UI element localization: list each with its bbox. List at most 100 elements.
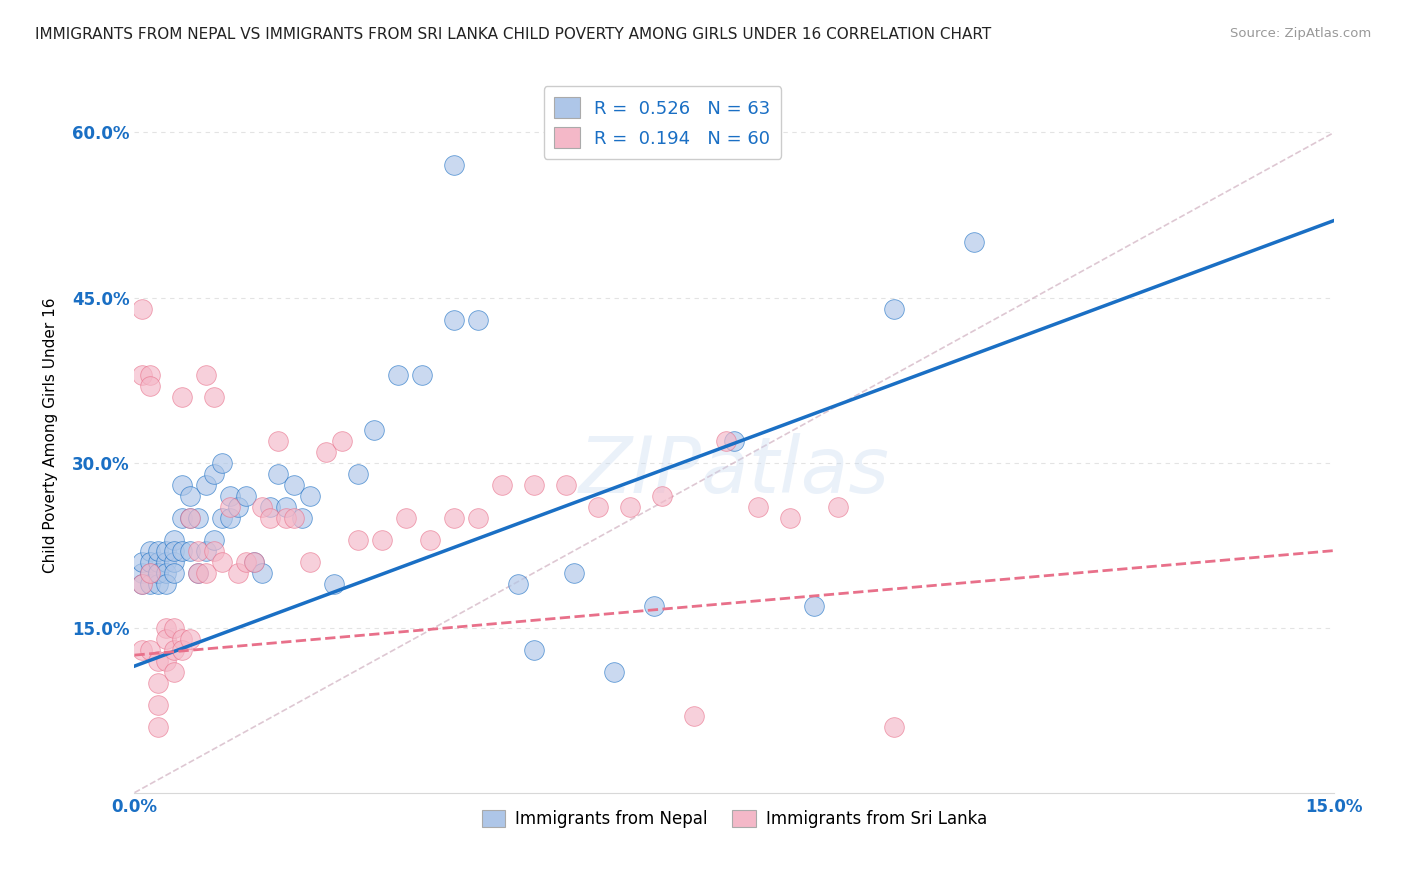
Point	[131, 642, 153, 657]
Point	[363, 423, 385, 437]
Point	[243, 555, 266, 569]
Point	[155, 555, 177, 569]
Point	[179, 510, 201, 524]
Point	[619, 500, 641, 514]
Point	[195, 477, 218, 491]
Point	[187, 510, 209, 524]
Point	[523, 642, 546, 657]
Point	[228, 500, 250, 514]
Legend: Immigrants from Nepal, Immigrants from Sri Lanka: Immigrants from Nepal, Immigrants from S…	[475, 803, 994, 834]
Point	[155, 621, 177, 635]
Point	[131, 576, 153, 591]
Point	[172, 632, 194, 646]
Point	[276, 500, 298, 514]
Point	[163, 533, 186, 547]
Point	[803, 599, 825, 613]
Point	[187, 566, 209, 580]
Point	[179, 632, 201, 646]
Point	[588, 500, 610, 514]
Point	[267, 467, 290, 481]
Text: Source: ZipAtlas.com: Source: ZipAtlas.com	[1230, 27, 1371, 40]
Point	[259, 500, 281, 514]
Point	[508, 576, 530, 591]
Point	[148, 543, 170, 558]
Point	[131, 368, 153, 382]
Point	[148, 720, 170, 734]
Point	[443, 159, 465, 173]
Point	[443, 510, 465, 524]
Point	[179, 489, 201, 503]
Point	[139, 543, 162, 558]
Point	[219, 500, 242, 514]
Point	[555, 477, 578, 491]
Point	[315, 444, 337, 458]
Y-axis label: Child Poverty Among Girls Under 16: Child Poverty Among Girls Under 16	[44, 297, 58, 573]
Point	[299, 489, 322, 503]
Point	[467, 312, 489, 326]
Point	[291, 510, 314, 524]
Point	[651, 489, 673, 503]
Point	[243, 555, 266, 569]
Point	[179, 510, 201, 524]
Point	[139, 555, 162, 569]
Point	[332, 434, 354, 448]
Point	[172, 642, 194, 657]
Text: IMMIGRANTS FROM NEPAL VS IMMIGRANTS FROM SRI LANKA CHILD POVERTY AMONG GIRLS UND: IMMIGRANTS FROM NEPAL VS IMMIGRANTS FROM…	[35, 27, 991, 42]
Point	[235, 555, 257, 569]
Point	[148, 576, 170, 591]
Point	[148, 698, 170, 712]
Point	[163, 555, 186, 569]
Point	[204, 467, 226, 481]
Point	[195, 543, 218, 558]
Point	[148, 675, 170, 690]
Point	[283, 510, 305, 524]
Point	[267, 434, 290, 448]
Point	[523, 477, 546, 491]
Point	[443, 312, 465, 326]
Point	[211, 510, 233, 524]
Point	[148, 566, 170, 580]
Point	[163, 543, 186, 558]
Point	[299, 555, 322, 569]
Point	[179, 543, 201, 558]
Point	[195, 566, 218, 580]
Point	[163, 621, 186, 635]
Point	[155, 576, 177, 591]
Point	[148, 555, 170, 569]
Point	[204, 543, 226, 558]
Point	[323, 576, 346, 591]
Point	[172, 510, 194, 524]
Point	[155, 632, 177, 646]
Point	[252, 500, 274, 514]
Point	[883, 720, 905, 734]
Point	[395, 510, 418, 524]
Point	[131, 576, 153, 591]
Point	[139, 576, 162, 591]
Point	[211, 456, 233, 470]
Point	[779, 510, 801, 524]
Point	[172, 390, 194, 404]
Point	[643, 599, 665, 613]
Point	[131, 555, 153, 569]
Point	[883, 301, 905, 316]
Point	[219, 510, 242, 524]
Point	[716, 434, 738, 448]
Point	[564, 566, 586, 580]
Point	[163, 642, 186, 657]
Point	[747, 500, 769, 514]
Point	[371, 533, 394, 547]
Point	[347, 533, 370, 547]
Point	[347, 467, 370, 481]
Point	[172, 477, 194, 491]
Point	[603, 665, 626, 679]
Point	[219, 489, 242, 503]
Point	[259, 510, 281, 524]
Point	[139, 566, 162, 580]
Point	[139, 566, 162, 580]
Point	[139, 378, 162, 392]
Point	[228, 566, 250, 580]
Point	[723, 434, 745, 448]
Point	[211, 555, 233, 569]
Point	[411, 368, 433, 382]
Point	[195, 368, 218, 382]
